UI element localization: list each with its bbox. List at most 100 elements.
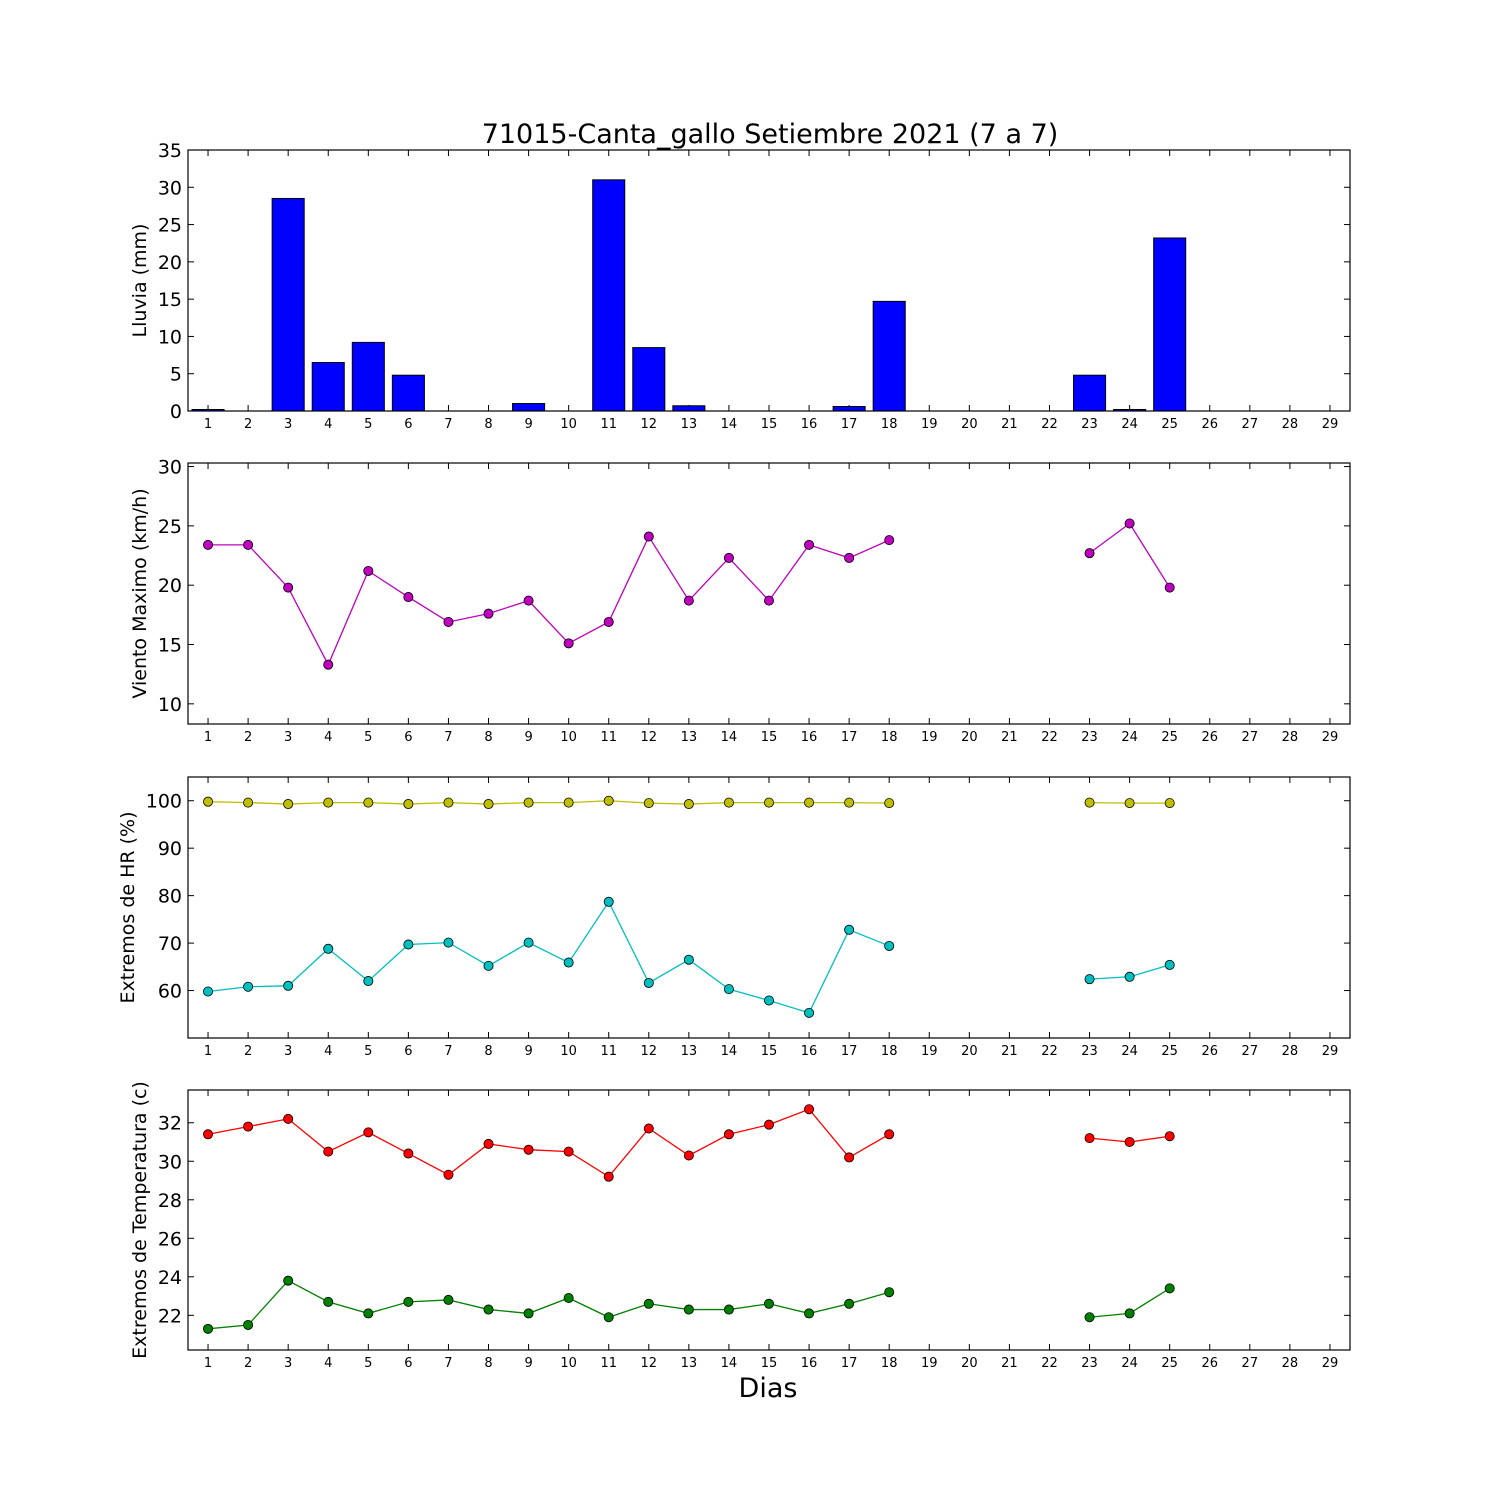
- x-tick-label: 11: [600, 1356, 617, 1371]
- series-2-point-day-13: [683, 954, 694, 965]
- x-tick-label: 15: [761, 417, 778, 432]
- series-1-point-day-4: [323, 1146, 334, 1157]
- x-tick-label: 10: [560, 1044, 577, 1059]
- series-1-point-day-6: [403, 799, 414, 810]
- series-2-point-day-16: [804, 1007, 815, 1018]
- x-tick-label: 22: [1041, 1044, 1058, 1059]
- series-1-point-day-4: [323, 659, 334, 670]
- series-2-point-day-17: [844, 1298, 855, 1309]
- x-tick-label: 13: [681, 417, 698, 432]
- x-tick-label: 20: [961, 1044, 978, 1059]
- series-2-point-day-2: [243, 981, 254, 992]
- series-1-point-day-23: [1084, 797, 1095, 808]
- x-tick-label: 5: [364, 1356, 372, 1371]
- series-1-point-day-5: [363, 1127, 374, 1138]
- x-tick-label: 5: [364, 1044, 372, 1059]
- x-tick-label: 24: [1121, 1356, 1138, 1371]
- x-tick-label: 9: [524, 730, 532, 745]
- x-tick-label: 24: [1121, 730, 1138, 745]
- series-2-point-day-6: [403, 1296, 414, 1307]
- x-axis-label: Dias: [739, 1373, 798, 1404]
- x-tick-label: 5: [364, 730, 372, 745]
- series-1-point-day-12: [643, 798, 654, 809]
- x-tick-label: 12: [641, 730, 658, 745]
- x-tick-label: 2: [244, 730, 252, 745]
- series-2-point-day-18: [884, 940, 895, 951]
- x-tick-label: 6: [404, 1356, 412, 1371]
- series-1-point-day-18: [884, 798, 895, 809]
- x-tick-label: 10: [560, 1356, 577, 1371]
- series-2-point-day-10: [563, 957, 574, 968]
- y-tick-label: 28: [158, 1190, 182, 1212]
- x-tick-label: 14: [721, 730, 738, 745]
- x-tick-label: 2: [244, 417, 252, 432]
- x-tick-label: 8: [484, 730, 492, 745]
- y-tick-label: 25: [158, 215, 182, 237]
- x-tick-label: 21: [1001, 730, 1018, 745]
- y-tick-label: 0: [170, 401, 182, 423]
- x-tick-label: 12: [641, 1356, 658, 1371]
- series-2-point-day-13: [683, 1304, 694, 1315]
- x-tick-label: 15: [761, 730, 778, 745]
- series-1-point-day-15: [764, 797, 775, 808]
- series-1-point-day-8: [483, 608, 494, 619]
- series-2-point-day-3: [283, 980, 294, 991]
- x-tick-label: 6: [404, 417, 412, 432]
- y-tick-label: 20: [158, 252, 182, 274]
- y-tick-label: 15: [158, 635, 182, 657]
- series-1-point-day-5: [363, 565, 374, 576]
- x-tick-label: 27: [1242, 1356, 1259, 1371]
- x-tick-label: 13: [681, 1044, 698, 1059]
- series-2-point-day-4: [323, 1296, 334, 1307]
- series-1-point-day-8: [483, 799, 494, 810]
- series-1-point-day-11: [603, 616, 614, 627]
- series-1-point-day-15: [764, 1119, 775, 1130]
- y-tick-label: 26: [158, 1228, 182, 1250]
- series-1-point-day-3: [283, 1113, 294, 1124]
- series-1-point-day-1: [203, 539, 214, 550]
- series-2-point-day-7: [443, 1294, 454, 1305]
- series-1-point-day-8: [483, 1138, 494, 1149]
- series-1-point-day-24: [1124, 1137, 1135, 1148]
- series-1-point-day-14: [723, 797, 734, 808]
- x-tick-label: 23: [1081, 730, 1098, 745]
- x-tick-label: 2: [244, 1044, 252, 1059]
- x-tick-label: 26: [1201, 1356, 1218, 1371]
- x-tick-label: 28: [1282, 730, 1299, 745]
- bar-day-11: [592, 179, 626, 412]
- x-tick-label: 28: [1282, 1356, 1299, 1371]
- x-tick-label: 16: [801, 1356, 818, 1371]
- series-1-point-day-6: [403, 592, 414, 603]
- y-tick-label: 80: [158, 886, 182, 908]
- x-tick-label: 27: [1242, 1044, 1259, 1059]
- x-tick-label: 23: [1081, 1356, 1098, 1371]
- series-2-point-day-14: [723, 1304, 734, 1315]
- x-tick-label: 16: [801, 417, 818, 432]
- series-1-point-day-23: [1084, 1133, 1095, 1144]
- series-1-point-day-11: [603, 1171, 614, 1182]
- y-tick-label: 24: [158, 1267, 182, 1289]
- series-1-line: [208, 535, 890, 667]
- x-tick-label: 14: [721, 1356, 738, 1371]
- x-tick-label: 6: [404, 730, 412, 745]
- chart-title: 71015-Canta_gallo Setiembre 2021 (7 a 7): [482, 119, 1059, 150]
- series-1-point-day-3: [283, 799, 294, 810]
- x-tick-label: 27: [1242, 417, 1259, 432]
- x-tick-label: 13: [681, 730, 698, 745]
- x-tick-label: 11: [600, 1044, 617, 1059]
- panel-2-frame: [187, 462, 1351, 725]
- series-1-point-day-17: [844, 552, 855, 563]
- x-tick-label: 18: [881, 417, 898, 432]
- y-tick-label: 30: [158, 457, 182, 479]
- series-2-point-day-2: [243, 1319, 254, 1330]
- x-tick-label: 19: [921, 1044, 938, 1059]
- bar-day-4: [311, 362, 345, 412]
- series-2-line: [207, 900, 890, 1014]
- series-2-point-day-12: [643, 1298, 654, 1309]
- series-1-point-day-7: [443, 616, 454, 627]
- y-tick-label: 32: [158, 1113, 182, 1135]
- x-tick-label: 8: [484, 1356, 492, 1371]
- x-tick-label: 22: [1041, 417, 1058, 432]
- series-1-point-day-24: [1124, 798, 1135, 809]
- x-tick-label: 28: [1282, 417, 1299, 432]
